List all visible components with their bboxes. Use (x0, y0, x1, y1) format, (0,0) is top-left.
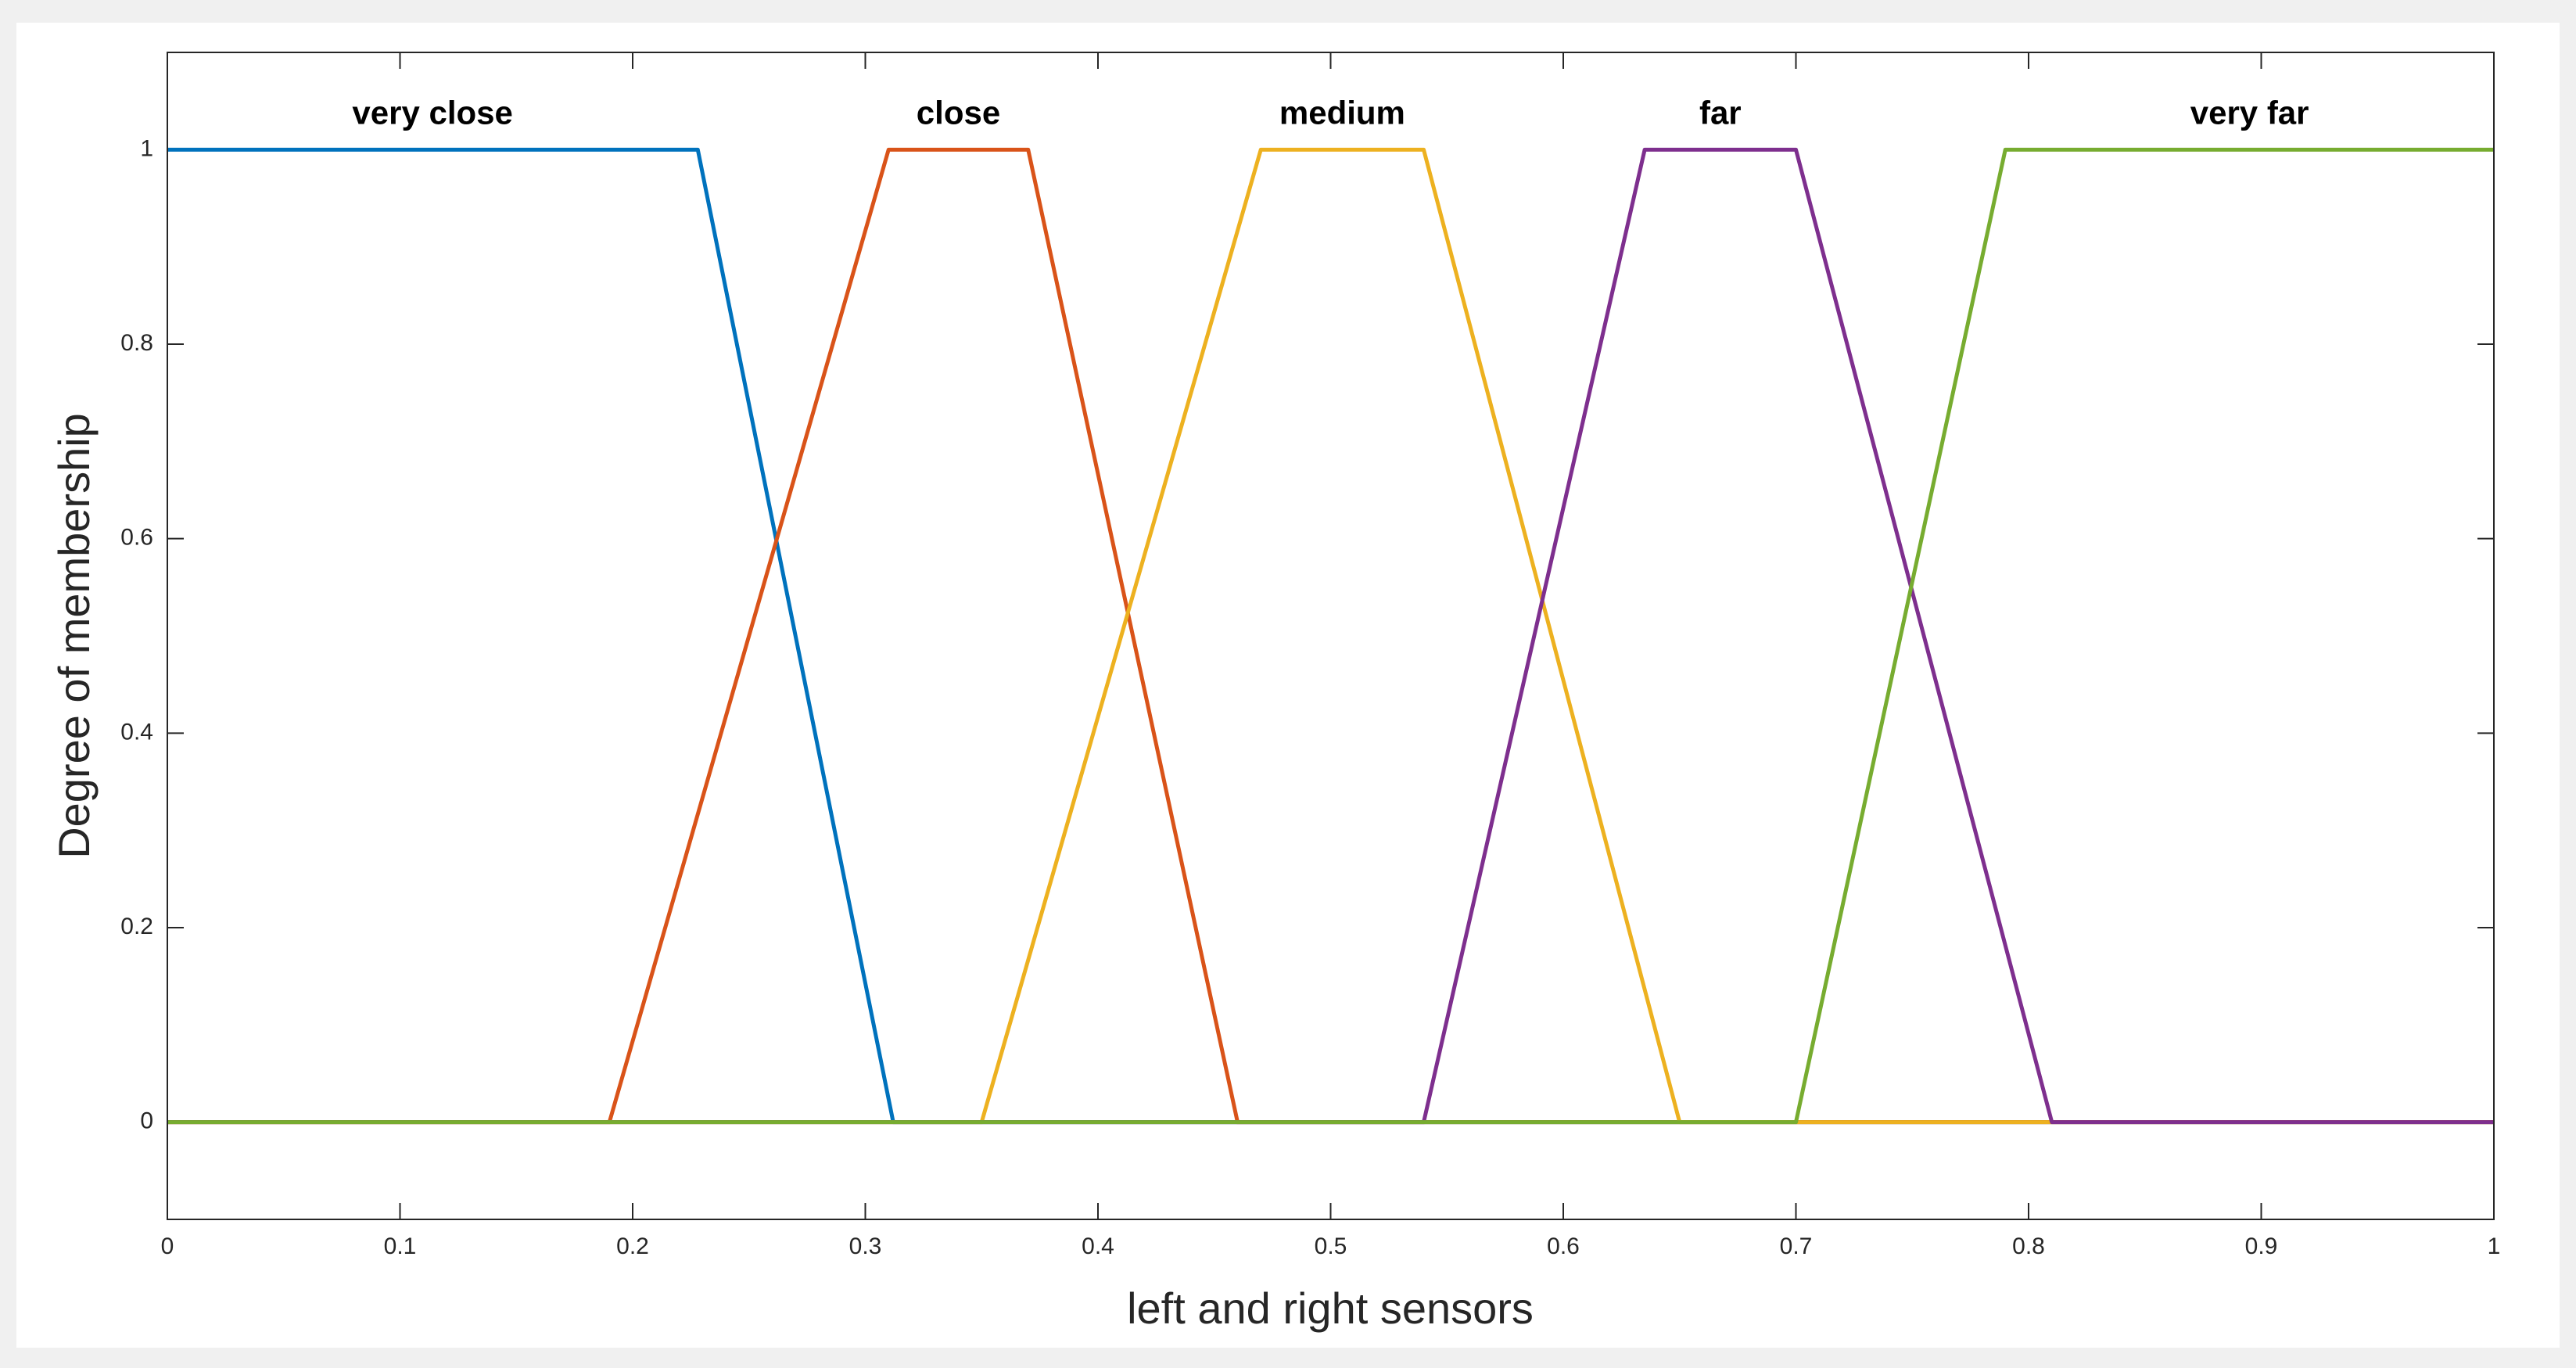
x-axis-label: left and right sensors (1127, 1284, 1534, 1333)
membership-line (167, 147, 2494, 1125)
x-tick-label: 0.1 (384, 1233, 417, 1259)
x-tick-label: 0.8 (2012, 1233, 2045, 1259)
x-tick-label: 0.2 (616, 1233, 649, 1259)
series-label: far (1699, 94, 1742, 131)
y-tick-label: 0.2 (120, 914, 153, 939)
axes-box (167, 52, 2495, 1220)
plot-area (167, 52, 2494, 1219)
series-label: close (917, 94, 1000, 131)
x-tick-label: 1 (2488, 1233, 2501, 1259)
y-tick-label: 0.4 (120, 719, 153, 745)
series-label: very far (2190, 94, 2309, 131)
y-tick-label: 0.8 (120, 330, 153, 356)
x-tick-label: 0.5 (1315, 1233, 1347, 1259)
x-tick-label: 0.6 (1547, 1233, 1580, 1259)
x-tick-label: 0.7 (1780, 1233, 1813, 1259)
y-axis-label: Degree of membership (49, 413, 99, 859)
x-tick-label: 0.9 (2245, 1233, 2278, 1259)
series-label: medium (1279, 94, 1405, 131)
series-label: very close (352, 94, 513, 131)
x-tick-label: 0.4 (1082, 1233, 1114, 1259)
x-tick-label: 0.3 (849, 1233, 882, 1259)
x-tick-label: 0 (161, 1233, 174, 1259)
y-tick-label: 1 (140, 135, 153, 161)
y-tick-label: 0.6 (120, 525, 153, 551)
y-tick-label: 0 (140, 1108, 153, 1134)
